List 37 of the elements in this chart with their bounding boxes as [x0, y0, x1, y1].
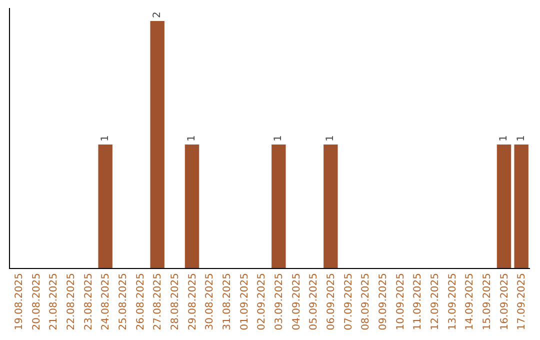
- x-tick-label: 31.08.2025: [222, 273, 233, 330]
- x-tick-label: 01.09.2025: [239, 273, 250, 330]
- data-label: 1: [325, 135, 336, 142]
- x-tick-label: 16.09.2025: [499, 273, 510, 330]
- x-tick-label: 15.09.2025: [482, 273, 493, 330]
- x-tick-label: 14.09.2025: [464, 273, 476, 330]
- data-label: 1: [498, 135, 510, 142]
- x-tick-label: 24.08.2025: [100, 273, 112, 330]
- x-tick-label: 26.08.2025: [135, 273, 146, 330]
- x-tick-label: 12.09.2025: [430, 273, 441, 330]
- x-tick-label: 02.09.2025: [256, 273, 268, 330]
- x-tick-label: 05.09.2025: [308, 273, 320, 330]
- x-tick-label: 08.09.2025: [360, 273, 372, 330]
- x-tick-label: 03.09.2025: [274, 273, 285, 330]
- x-tick-label: 25.08.2025: [118, 273, 129, 330]
- data-label: 1: [186, 135, 198, 142]
- x-tick-label: 11.09.2025: [412, 273, 424, 330]
- data-label: 2: [152, 12, 163, 18]
- x-tick-label: 21.08.2025: [48, 273, 60, 330]
- x-tick-label: 10.09.2025: [395, 273, 406, 330]
- x-tick-label: 07.09.2025: [343, 273, 354, 330]
- x-tick-label: 19.08.2025: [14, 273, 25, 330]
- x-tick-label: 20.08.2025: [31, 273, 42, 330]
- x-tick-label: 13.09.2025: [447, 273, 458, 330]
- x-tick-label: 17.09.2025: [516, 273, 528, 330]
- x-tick-label: 27.08.2025: [152, 273, 164, 330]
- data-label: 1: [100, 135, 111, 142]
- data-label: 1: [273, 135, 284, 142]
- x-tick-label: 23.08.2025: [83, 273, 94, 330]
- x-tick-label: 22.08.2025: [66, 273, 77, 330]
- x-tick-label: 04.09.2025: [291, 273, 302, 330]
- x-tick-label: 09.09.2025: [378, 273, 389, 330]
- x-tick-label: 28.08.2025: [170, 273, 181, 330]
- x-tick-label: 29.08.2025: [187, 273, 198, 330]
- x-tick-label: 30.08.2025: [204, 273, 216, 330]
- x-tick-label: 06.09.2025: [326, 273, 337, 330]
- data-label: 1: [516, 135, 527, 142]
